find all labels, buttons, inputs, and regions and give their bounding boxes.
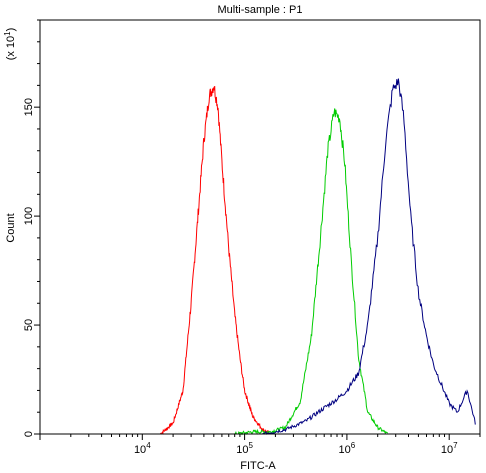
y-axis-title: Count <box>5 213 17 242</box>
chart-title: Multi-sample : P1 <box>218 4 303 16</box>
plot-frame <box>39 19 481 435</box>
y-tick-label-1: 50 <box>23 319 35 331</box>
series-line-0 <box>159 85 271 435</box>
y-tick-label-2: 100 <box>23 207 35 225</box>
series-layer <box>159 78 476 436</box>
y-tick-label-0: 0 <box>23 431 35 437</box>
series-line-2 <box>262 78 476 435</box>
y-multiplier: (x 101) <box>3 28 17 61</box>
y-axis-ticks: 0 50 100 150 <box>23 19 40 437</box>
series-line-1 <box>234 108 388 436</box>
y-tick-label-3: 150 <box>23 98 35 116</box>
x-axis-ticks: 104 105 106 107 <box>39 434 481 456</box>
x-axis-title: FITC-A <box>240 460 276 472</box>
y-multiplier-label: (x 10 <box>5 36 17 60</box>
svg-text:(x 101): (x 101) <box>3 28 17 61</box>
x-tick-label-2: 106 <box>339 441 356 456</box>
x-tick-label-0: 104 <box>134 441 151 456</box>
y-multiplier-exp: 1 <box>3 31 12 36</box>
x-tick-label-3: 107 <box>441 441 458 456</box>
x-tick-label-1: 105 <box>236 441 253 456</box>
